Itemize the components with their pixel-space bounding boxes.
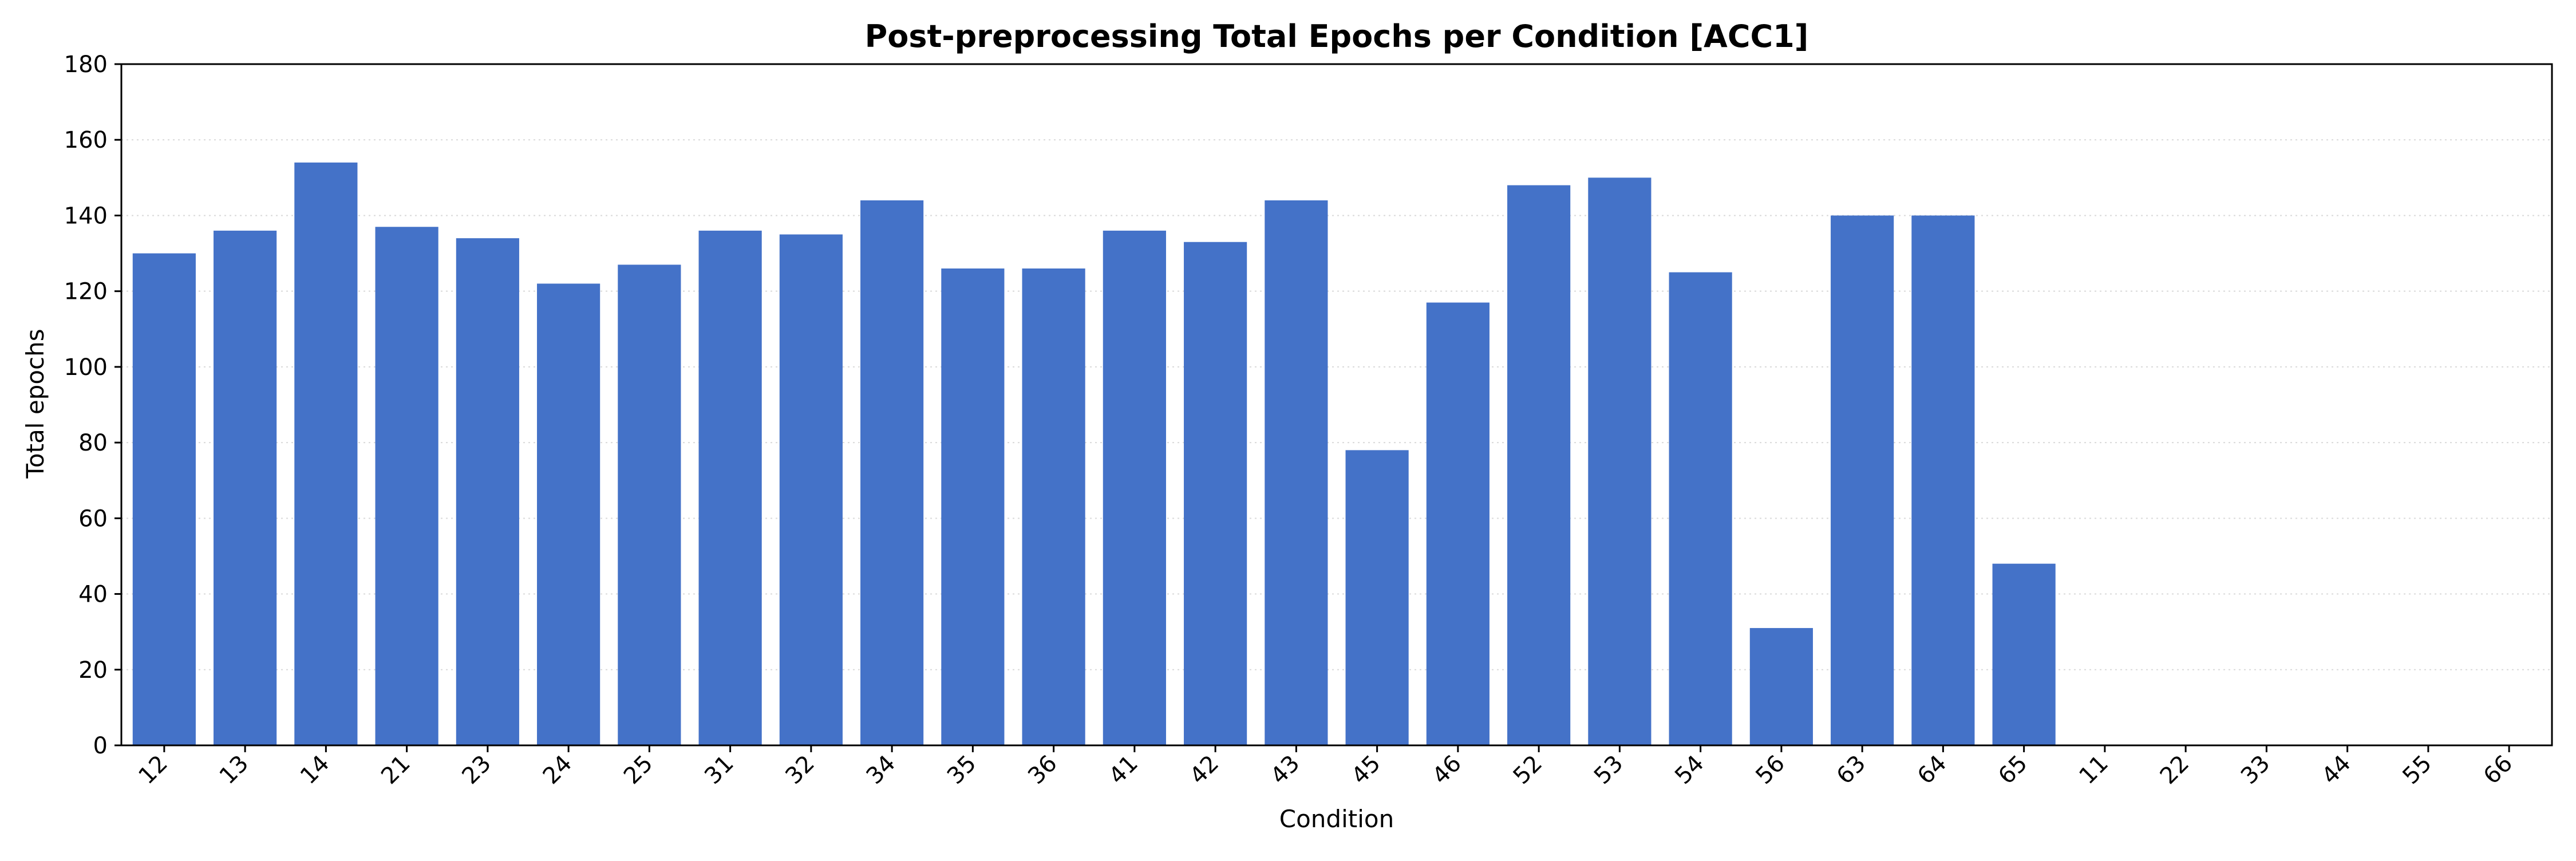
x-tick-label: 45 (1346, 751, 1386, 790)
x-tick-label: 63 (1832, 751, 1871, 790)
x-tick-label: 52 (1508, 751, 1548, 790)
bar-24 (537, 283, 600, 745)
y-tick-label: 180 (64, 52, 108, 78)
x-tick-label: 55 (2397, 751, 2437, 790)
bar-53 (1588, 177, 1652, 745)
grid-lines (121, 139, 2552, 670)
bar-31 (698, 230, 762, 745)
x-tick-label: 32 (780, 751, 820, 790)
x-tick-label: 65 (1993, 751, 2033, 790)
x-tick-label: 23 (457, 751, 496, 790)
x-tick-label: 34 (862, 751, 901, 790)
bar-45 (1345, 450, 1409, 745)
x-tick-label: 54 (1670, 751, 1709, 790)
bar-56 (1749, 628, 1813, 745)
x-tick-label: 25 (619, 751, 658, 790)
bar-14 (294, 162, 358, 745)
bar-23 (456, 238, 519, 746)
x-tick-label: 42 (1185, 751, 1224, 790)
bar-32 (779, 234, 843, 745)
x-tick-label: 11 (2074, 751, 2113, 790)
x-tick-label: 66 (2479, 751, 2518, 790)
y-tick-label: 20 (78, 657, 108, 684)
bar-43 (1265, 200, 1328, 745)
bar-65 (1992, 563, 2056, 745)
y-tick-label: 140 (64, 203, 108, 229)
y-tick-label: 160 (64, 127, 108, 153)
bar-21 (375, 227, 438, 745)
bar-34 (860, 200, 924, 745)
chart-title: Post-preprocessing Total Epochs per Cond… (865, 18, 1809, 54)
y-tick-label: 60 (78, 505, 108, 532)
bar-35 (941, 268, 1005, 745)
bar-46 (1426, 302, 1490, 745)
x-tick-label: 21 (376, 751, 416, 790)
x-tick-label: 53 (1589, 751, 1629, 790)
x-tick-label: 24 (538, 751, 578, 790)
bar-25 (618, 264, 681, 745)
x-axis-label: Condition (1279, 805, 1394, 833)
x-tick-label: 43 (1266, 751, 1305, 790)
x-tick-label: 31 (700, 751, 739, 790)
bar-36 (1022, 268, 1085, 745)
y-axis-label: Total epochs (21, 329, 49, 479)
x-tick-label: 35 (942, 751, 982, 790)
x-tick-label: 33 (2236, 751, 2275, 790)
bar-41 (1103, 230, 1166, 745)
bar-52 (1507, 185, 1571, 745)
plot-frame (120, 63, 2553, 747)
bar-63 (1831, 215, 1894, 745)
y-tick-label: 80 (78, 430, 108, 456)
y-tick-label: 40 (78, 582, 108, 608)
bar-13 (214, 230, 277, 745)
x-tick-label: 14 (295, 751, 335, 790)
bar-12 (132, 253, 196, 745)
y-tick-label: 0 (93, 733, 108, 759)
bar-42 (1184, 242, 1247, 745)
x-tick-label: 22 (2155, 751, 2195, 790)
x-tick-label: 46 (1427, 751, 1467, 790)
bar-54 (1669, 272, 1732, 746)
y-tick-label: 100 (64, 354, 108, 381)
y-tick-label: 120 (64, 279, 108, 305)
bars (132, 162, 2056, 746)
x-tick-label: 56 (1751, 751, 1790, 790)
x-tick-label: 12 (133, 751, 173, 790)
x-tick-label: 41 (1104, 751, 1143, 790)
x-tick-label: 36 (1023, 751, 1062, 790)
x-tick-label: 64 (1913, 751, 1952, 790)
bar-64 (1911, 215, 1975, 745)
x-tick-label: 13 (215, 751, 254, 790)
x-tick-label: 44 (2317, 751, 2356, 790)
